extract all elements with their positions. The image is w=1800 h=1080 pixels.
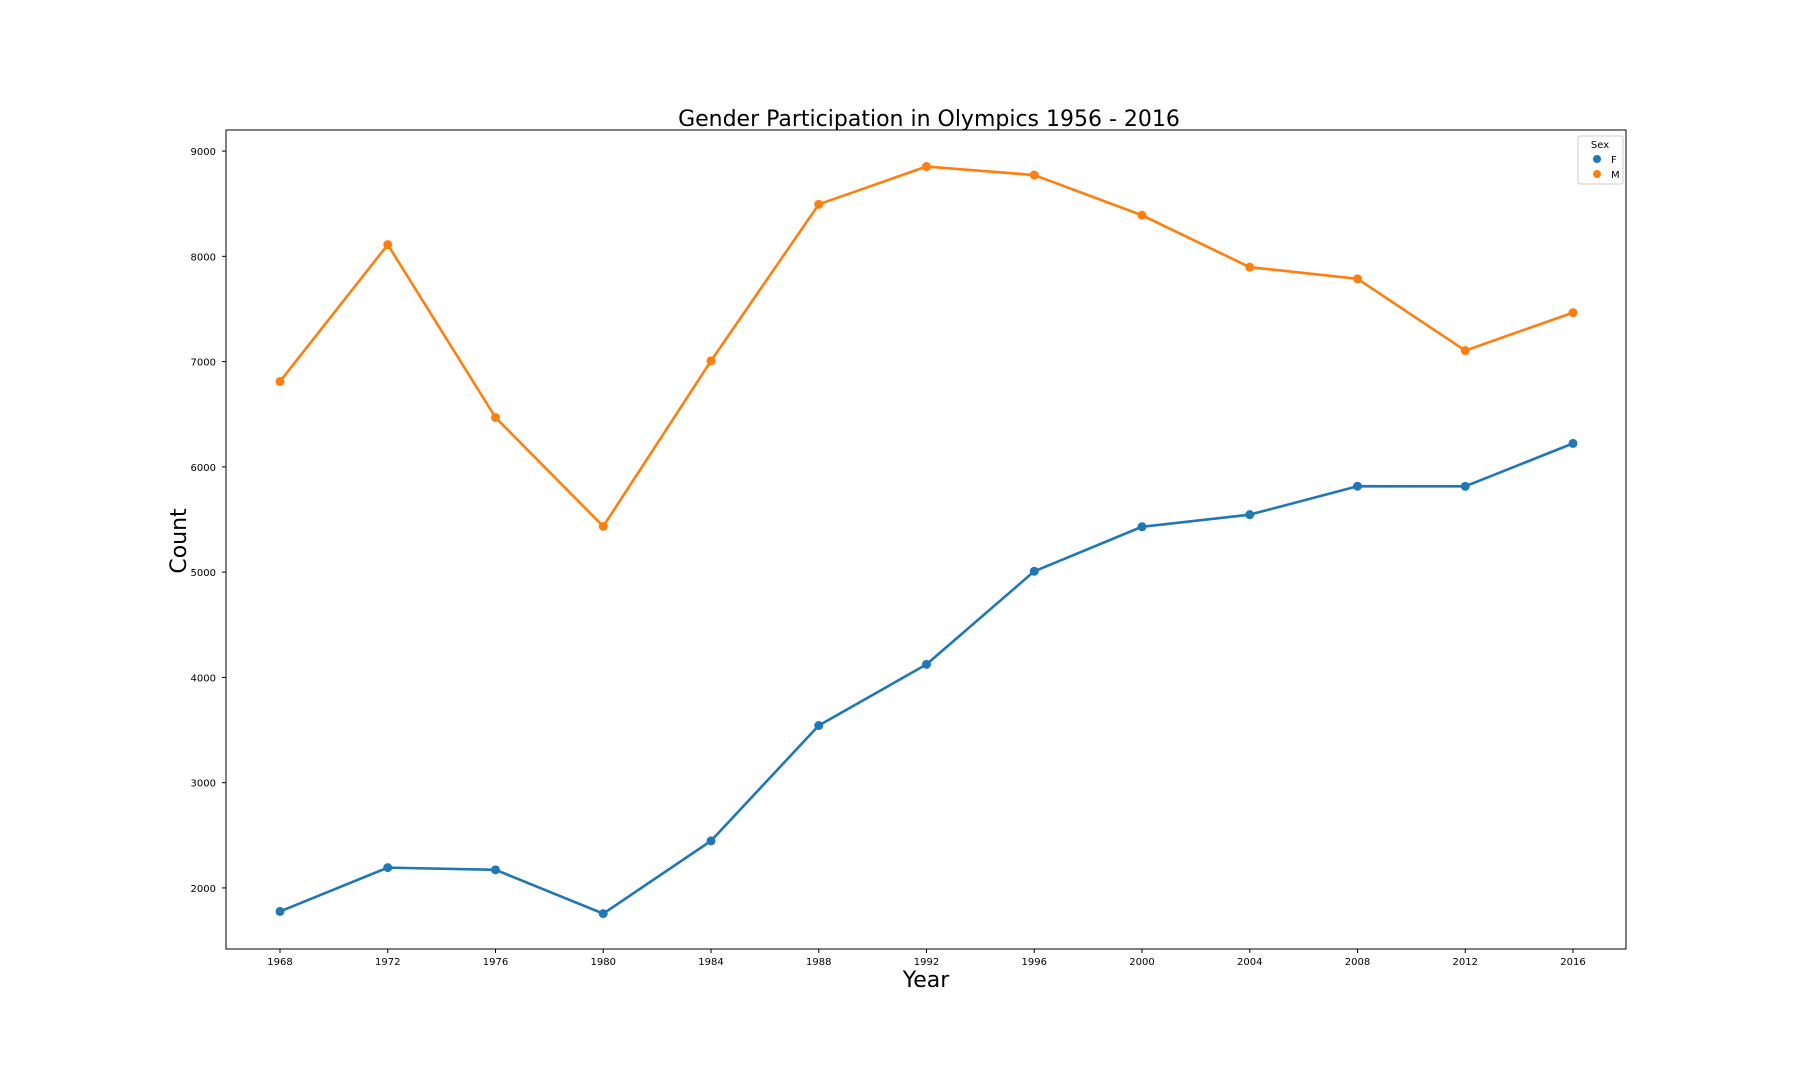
x-tick-label: 1972 [375,957,400,968]
x-tick-label: 1976 [483,957,508,968]
x-tick-label: 1968 [267,957,292,968]
x-tick-label: 2000 [1129,957,1154,968]
data-point-m-1976 [491,412,500,422]
data-point-f-2012 [1460,481,1470,491]
y-tick-label: 4000 [191,673,216,684]
y-tick-label: 8000 [191,252,216,263]
x-axis-label: Year [902,968,951,993]
x-tick-label: 1992 [914,957,939,968]
data-point-f-2004 [1245,510,1255,520]
data-point-f-1984 [706,836,716,846]
data-point-f-1992 [922,659,931,669]
x-tick-label: 1984 [698,957,723,968]
data-point-f-2008 [1353,481,1362,491]
legend-label-f: F [1611,155,1617,166]
data-point-m-1984 [706,356,716,366]
data-point-m-1996 [1029,170,1039,180]
legend-items: FM [1593,155,1620,181]
y-tick-label: 3000 [191,779,216,790]
x-tick-label: 1996 [1022,957,1047,968]
x-tick-label: 2008 [1345,957,1370,968]
data-point-m-1968 [275,376,285,386]
x-axis: 1968 1972 1976 1980 1984 1988 1992 1996 2000 2004… [267,949,1586,968]
x-tick-label: 2016 [1560,957,1585,968]
legend-marker-m [1593,170,1601,178]
data-point-f-1996 [1029,566,1039,576]
data-point-m-1992 [922,162,931,172]
y-tick-label: 9000 [191,147,216,158]
chart-title: Gender Participation in Olympics 1956 - … [678,107,1180,132]
data-point-m-2008 [1353,274,1362,284]
series-layer [275,162,1578,919]
data-point-m-1988 [814,199,824,209]
data-point-f-1968 [275,906,285,916]
data-point-f-2000 [1137,522,1147,532]
data-point-f-1976 [491,865,500,875]
x-tick-label: 1980 [591,957,616,968]
x-tick-label: 2012 [1453,957,1478,968]
data-point-m-1972 [383,240,393,250]
x-tick-label: 2004 [1237,957,1262,968]
y-tick-label: 2000 [191,884,216,895]
legend-label-m: M [1611,170,1620,181]
y-tick-label: 6000 [191,463,216,474]
data-point-f-1980 [598,909,608,919]
data-point-m-2016 [1568,308,1578,318]
data-point-m-2004 [1245,262,1255,272]
legend-marker-f [1593,155,1601,163]
plot-area: 1968 1972 1976 1980 1984 1988 1992 1996 2000 2004… [191,129,1627,968]
data-point-f-1988 [814,721,824,731]
y-tick-label: 7000 [191,358,216,369]
data-point-m-2000 [1137,210,1147,220]
legend: Sex FM [1577,135,1624,185]
x-tick-label: 1988 [806,957,831,968]
y-tick-label: 5000 [191,568,216,579]
data-point-f-1972 [383,863,393,873]
y-axis-label: Count [167,508,192,574]
data-point-m-2012 [1460,346,1470,356]
data-point-m-1980 [598,521,608,531]
data-point-f-2016 [1568,438,1578,448]
y-axis: 2000 3000 4000 5000 6000 7000 8000 9000 [191,147,226,895]
legend-title: Sex [1591,140,1609,151]
